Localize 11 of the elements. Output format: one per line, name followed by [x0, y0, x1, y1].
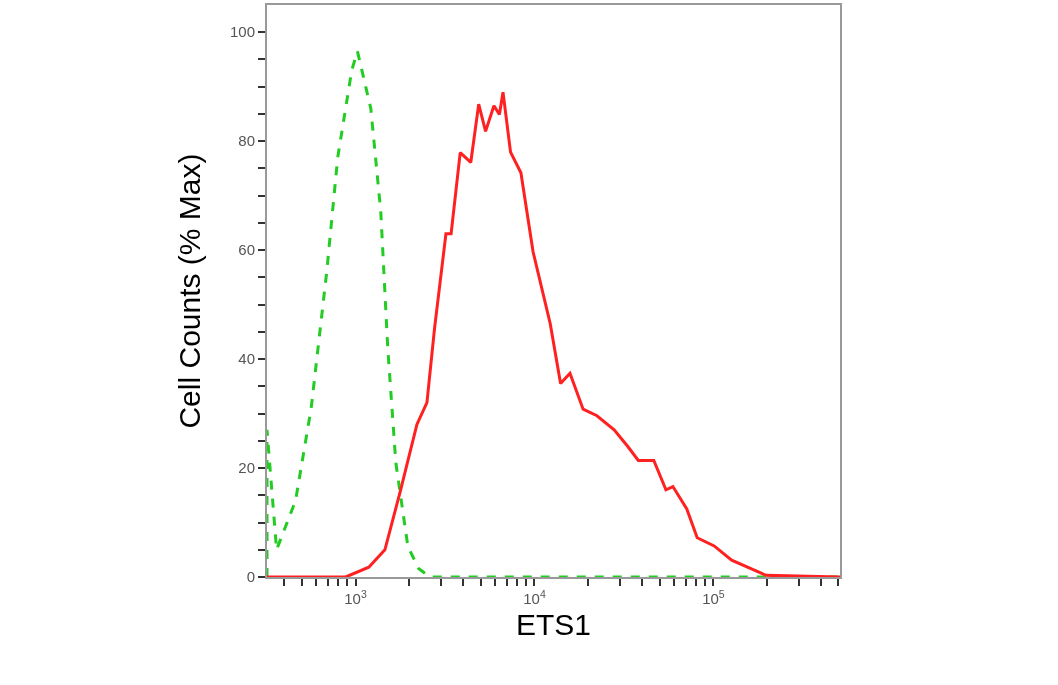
y-axis-title: Cell Counts (% Max) — [173, 153, 207, 429]
x-tick-label: 10$^{3}$ — [344, 587, 367, 607]
x-tick-label: 10$^{4}$ — [523, 587, 546, 607]
x-axis-title: ETS1 — [515, 608, 592, 641]
y-tick-label: 60 — [238, 241, 255, 259]
y-tick-label: 0 — [246, 568, 255, 586]
x-tick-label: 10$^{5}$ — [702, 587, 725, 607]
y-tick-label: 20 — [238, 459, 255, 477]
y-tick-label: 100 — [229, 23, 255, 41]
y-tick-label: 80 — [238, 132, 255, 150]
y-tick-label: 40 — [238, 350, 255, 368]
